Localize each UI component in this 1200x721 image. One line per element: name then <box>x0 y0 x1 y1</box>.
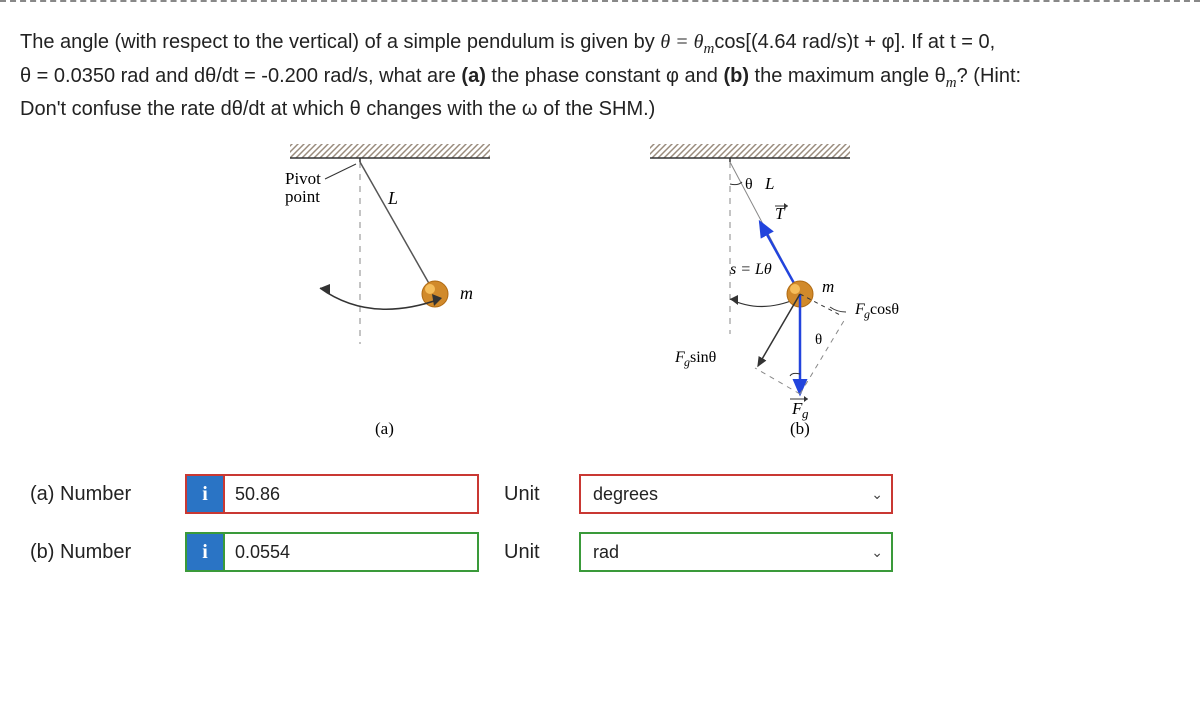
question-text: The angle (with respect to the vertical)… <box>0 27 1200 124</box>
info-button-b[interactable]: i <box>187 534 225 570</box>
number-input-b[interactable]: i 0.0554 <box>185 532 479 572</box>
q2b: the phase constant φ and <box>486 65 724 87</box>
fgcos-rest: cosθ <box>870 301 899 318</box>
figure-b: θ L T s = Lθ m θ <box>630 144 950 444</box>
figure-a-svg: Pivot point L m (a) <box>250 144 510 444</box>
eq1: θ = θ <box>660 31 703 53</box>
unit-label-b: Unit <box>504 541 554 564</box>
answer-row-a: (a) Number i 50.86 Unit degrees ⌄ <box>30 474 1170 514</box>
answer-row-b: (b) Number i 0.0554 Unit rad ⌄ <box>30 532 1170 572</box>
L-label-a: L <box>387 188 398 208</box>
eq1-sub: m <box>703 41 714 57</box>
s-eq: s = Lθ <box>730 261 772 278</box>
pivot-label-2: point <box>285 187 320 206</box>
q2c: the maximum angle θ <box>749 65 946 87</box>
unit-label-a: Unit <box>504 483 554 506</box>
unit-value-a: degrees <box>593 484 658 505</box>
number-value-b[interactable]: 0.0554 <box>225 534 477 570</box>
bold-b: (b) <box>723 65 749 87</box>
q3: Don't confuse the rate dθ/dt at which θ … <box>20 98 655 120</box>
dashed-border <box>0 0 1200 2</box>
figures: Pivot point L m (a) <box>0 144 1200 444</box>
m-label-b: m <box>822 277 834 296</box>
number-input-a[interactable]: i 50.86 <box>185 474 479 514</box>
figure-b-svg: θ L T s = Lθ m θ <box>630 144 950 444</box>
unit-value-b: rad <box>593 542 619 563</box>
figure-a: Pivot point L m (a) <box>250 144 510 444</box>
q2d: ? (Hint: <box>957 65 1021 87</box>
number-value-a[interactable]: 50.86 <box>225 476 477 512</box>
unit-select-a[interactable]: degrees ⌄ <box>579 474 893 514</box>
label-b: (b) Number <box>30 541 160 564</box>
bold-a: (a) <box>461 65 485 87</box>
q-text: The angle (with respect to the vertical)… <box>20 31 660 53</box>
info-button-a[interactable]: i <box>187 476 225 512</box>
chevron-down-icon: ⌄ <box>871 486 883 503</box>
unit-select-b[interactable]: rad ⌄ <box>579 532 893 572</box>
caption-a: (a) <box>375 419 394 438</box>
pivot-label-1: Pivot <box>285 169 321 188</box>
q2a: θ = 0.0350 rad and dθ/dt = -0.200 rad/s,… <box>20 65 461 87</box>
chevron-down-icon: ⌄ <box>871 544 883 561</box>
q2-sub: m <box>946 75 957 91</box>
caption-b: (b) <box>790 419 810 438</box>
answers-section: (a) Number i 50.86 Unit degrees ⌄ (b) Nu… <box>0 454 1200 600</box>
theta-bot: θ <box>815 332 822 348</box>
label-a: (a) Number <box>30 483 160 506</box>
eq1b: cos[(4.64 rad/s)t + φ]. If at t = 0, <box>714 31 995 53</box>
m-label-a: m <box>460 283 473 303</box>
fgsin-rest: sinθ <box>690 349 716 366</box>
theta-top: θ <box>745 176 753 193</box>
L-label-b: L <box>764 174 774 193</box>
